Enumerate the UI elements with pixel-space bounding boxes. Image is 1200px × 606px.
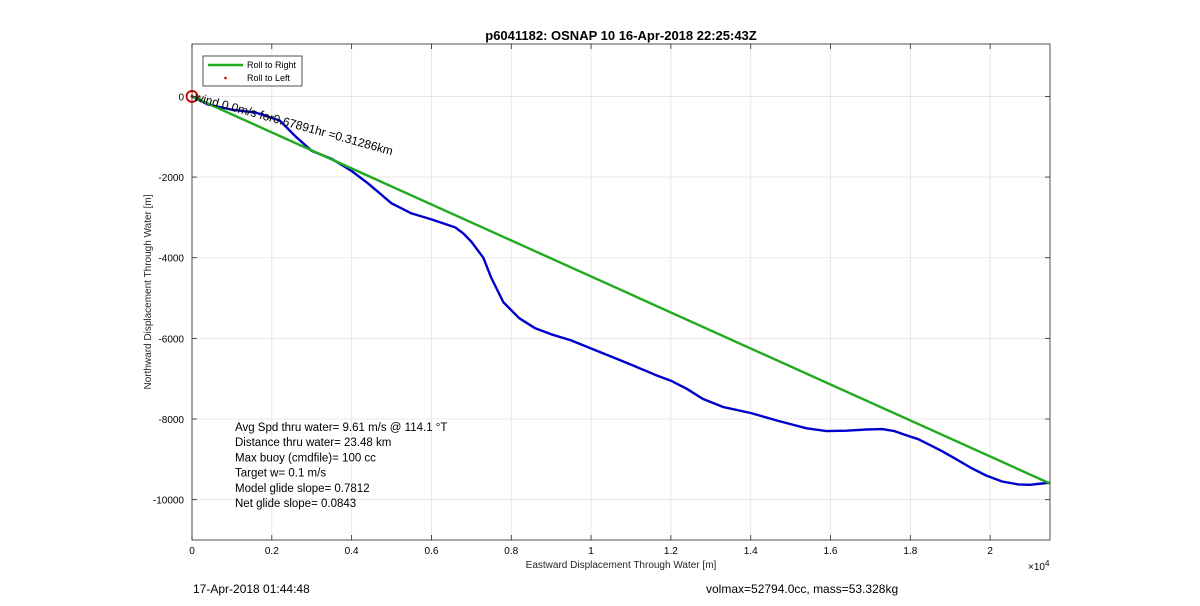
x-axis-exponent: ×104: [1028, 559, 1050, 573]
y-tick-label: -8000: [158, 415, 184, 426]
ticks: 0 0.2 0.4 0.6 0.8 1 1.2 1.4 1.6 1.8 2 -10000 -8000 -6…: [153, 44, 1050, 557]
x-tick-label: 1.4: [744, 546, 758, 557]
x-tick-label: 0.4: [345, 546, 359, 557]
x-tick-label: 1.8: [903, 546, 917, 557]
legend: Roll to Right Roll to Left: [202, 55, 303, 87]
y-tick-label: 0: [178, 92, 184, 103]
x-tick-label: 1: [588, 546, 594, 557]
plot-frame: [191, 43, 1051, 541]
stats-block: Avg Spd thru water= 9.61 m/s @ 114.1 °T D…: [235, 422, 447, 510]
y-tick-label: -6000: [158, 334, 184, 345]
x-tick-label: 2: [987, 546, 993, 557]
x-axis-label: Eastward Displacement Through Water [m]: [526, 560, 717, 571]
legend-dot-swatch: [224, 76, 227, 80]
x-tick-label: 0.8: [504, 546, 518, 557]
x-tick-label: 0: [189, 546, 195, 557]
x-tick-label: 1.2: [664, 546, 678, 557]
y-axis-label: Northward Displacement Through Water [m]: [143, 194, 154, 389]
legend-label: Roll to Right: [247, 60, 297, 70]
stats-line: Max buoy (cmdfile)= 100 cc: [235, 452, 376, 464]
x-exponent-base: ×10: [1028, 562, 1045, 573]
footer-mass-info: volmax=52794.0cc, mass=53.328kg: [706, 582, 898, 596]
y-tick-label: -10000: [153, 496, 185, 507]
x-tick-label: 0.2: [265, 546, 279, 557]
y-tick-label: -4000: [158, 254, 184, 265]
legend-label: Roll to Left: [247, 73, 291, 83]
stats-line: Distance thru water= 23.48 km: [235, 437, 391, 449]
x-exponent-power: 4: [1045, 559, 1050, 568]
plot-area: [192, 44, 1050, 540]
stats-line: Model glide slope= 0.7812: [235, 483, 370, 495]
series-layer: [191, 95, 1051, 486]
footer-timestamp: 17-Apr-2018 01:44:48: [193, 582, 310, 596]
track-line: [191, 95, 1051, 486]
x-tick-label: 0.6: [424, 546, 438, 557]
y-tick-label: -2000: [158, 173, 184, 184]
track-line: [191, 95, 1051, 485]
stats-line: Avg Spd thru water= 9.61 m/s @ 114.1 °T: [235, 422, 447, 434]
legend-box: [202, 55, 303, 87]
x-tick-label: 1.6: [824, 546, 838, 557]
stats-line: Net glide slope= 0.0843: [235, 498, 356, 510]
chart-title: p6041182: OSNAP 10 16-Apr-2018 22:25:43Z: [485, 28, 757, 43]
stats-line: Target w= 0.1 m/s: [235, 468, 326, 480]
